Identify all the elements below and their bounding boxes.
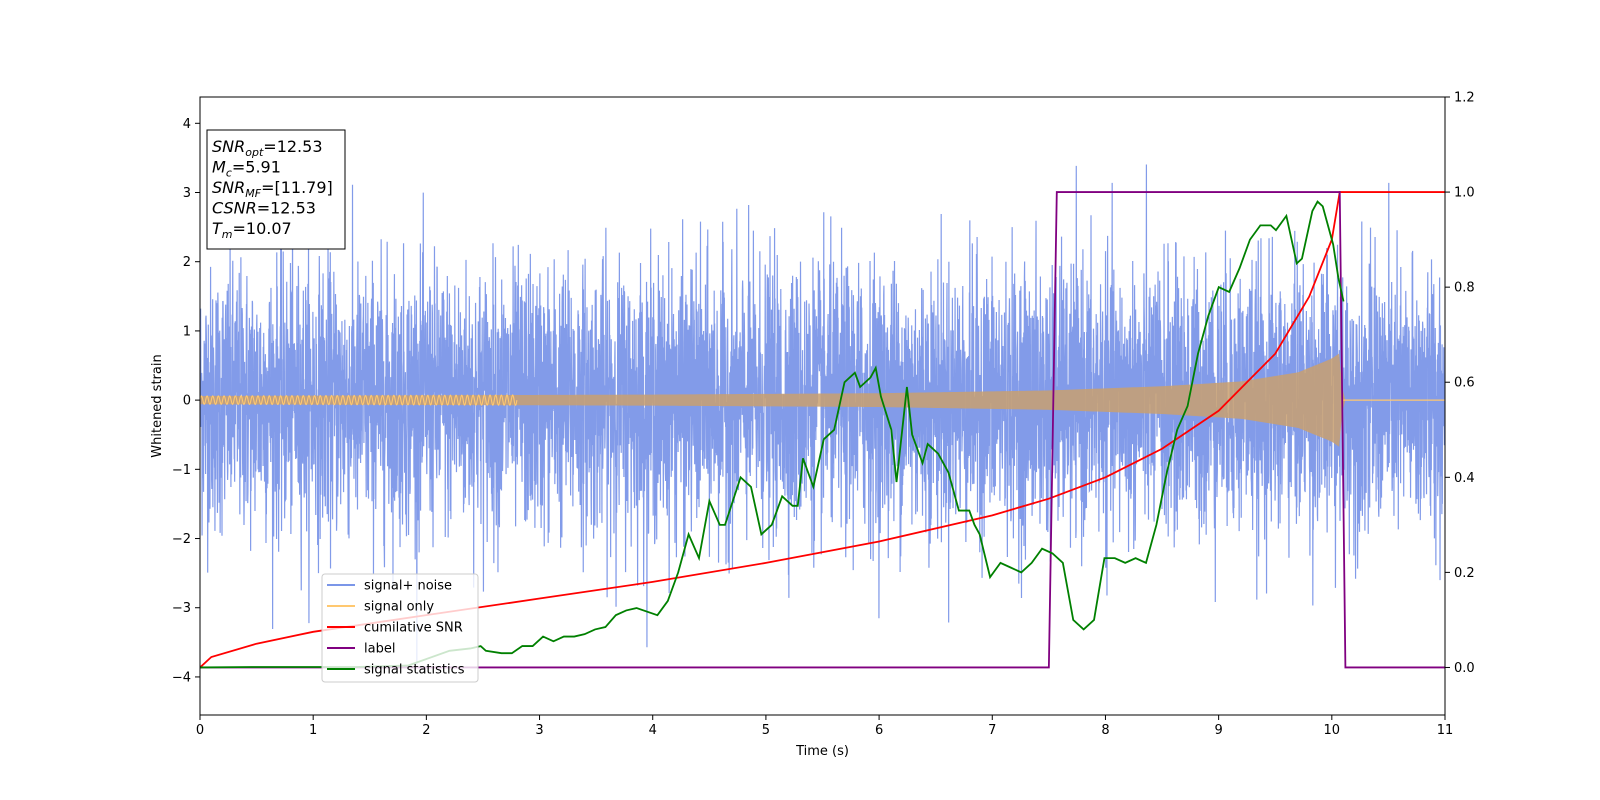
x-tick-label: 11 xyxy=(1437,723,1454,738)
plot-area xyxy=(200,164,1445,669)
annotation-frame xyxy=(206,129,346,250)
legend-frame xyxy=(321,573,479,683)
legend-label: signal statistics xyxy=(364,663,465,678)
series-signal-only-line xyxy=(200,394,518,406)
x-tick-label: 10 xyxy=(1324,723,1341,738)
annotation-line: Mc=5.91 xyxy=(212,158,281,180)
x-tick-label: 7 xyxy=(988,723,996,738)
y-left-tick-label: 2 xyxy=(183,255,191,270)
legend-label: signal only xyxy=(364,600,434,615)
y-right-tick-label: 0.4 xyxy=(1454,471,1475,486)
annotation-subscript: c xyxy=(226,167,232,180)
series-signal-noise xyxy=(200,164,1445,665)
y-left-tick-label: −2 xyxy=(172,532,191,547)
y-axis-label: Whitened strain xyxy=(150,354,165,457)
annotation-symbol: SNR xyxy=(212,178,245,197)
axes: 0 1 2 3 4 5 6 7 8 9 10 11 −4 −3 −2 −1 0 1 2 3 4 0.0 0.2 0.4 0.6 0… xyxy=(150,91,1475,760)
series-label xyxy=(200,191,1445,669)
series-cumulative-snr xyxy=(200,191,1445,669)
x-tick-label: 3 xyxy=(535,723,543,738)
y-right-tick-label: 0.8 xyxy=(1454,281,1475,296)
x-tick-label: 0 xyxy=(196,723,204,738)
y-right-tick-label: 0.6 xyxy=(1454,376,1475,391)
x-tick-label: 5 xyxy=(762,723,770,738)
annotation-value: =[11.79] xyxy=(261,178,333,197)
annotation-line: CSNR=12.53 xyxy=(212,199,316,218)
annotation-value: =5.91 xyxy=(232,158,281,177)
legend-label: cumilative SNR xyxy=(364,621,463,636)
annotation-box: SNRopt=12.53Mc=5.91SNRMF=[11.79]CSNR=12.… xyxy=(206,129,346,250)
y-left-tick-label: −4 xyxy=(172,670,191,685)
y-right-tick-label: 1.2 xyxy=(1454,91,1475,106)
legend-label: signal+ noise xyxy=(364,579,452,594)
legend-label: label xyxy=(364,642,395,657)
annotation-value: =12.53 xyxy=(263,137,322,156)
y-left-tick-label: 1 xyxy=(183,324,191,339)
annotation-subscript: MF xyxy=(245,187,261,200)
annotation-symbol: CSNR xyxy=(212,199,257,218)
y-left-tick-label: 0 xyxy=(183,394,191,409)
x-axis-label: Time (s) xyxy=(795,744,849,759)
annotation-line: Tm=10.07 xyxy=(212,219,292,241)
y-left-tick-label: 4 xyxy=(183,117,191,132)
x-tick-label: 4 xyxy=(649,723,657,738)
annotation-subscript: m xyxy=(222,228,233,241)
x-tick-label: 8 xyxy=(1101,723,1109,738)
y-left-tick-label: −3 xyxy=(172,601,191,616)
annotation-symbol: M xyxy=(212,158,226,177)
annotation-value: =12.53 xyxy=(257,199,316,218)
x-tick-label: 6 xyxy=(875,723,883,738)
annotation-subscript: opt xyxy=(245,146,264,159)
annotation-symbol: SNR xyxy=(212,137,245,156)
y-left-tick-label: 3 xyxy=(183,186,191,201)
annotation-line: SNRMF=[11.79] xyxy=(212,178,333,200)
series-signal-statistics xyxy=(200,200,1345,669)
annotation-line: SNRopt=12.53 xyxy=(212,137,323,159)
series-signal-only-envelope xyxy=(200,353,1445,447)
annotation-value: =10.07 xyxy=(233,219,292,238)
y-right-tick-label: 0.0 xyxy=(1454,661,1475,676)
x-tick-label: 9 xyxy=(1214,723,1222,738)
y-right-tick-label: 0.2 xyxy=(1454,566,1475,581)
legend: signal+ noise signal only cumilative SNR la… xyxy=(321,573,479,683)
y-right-tick-label: 1.0 xyxy=(1454,186,1475,201)
x-tick-label: 1 xyxy=(309,723,317,738)
y-left-tick-label: −1 xyxy=(172,463,191,478)
plot-frame xyxy=(199,96,1446,716)
x-tick-label: 2 xyxy=(422,723,430,738)
annotation-symbol: T xyxy=(212,219,223,238)
